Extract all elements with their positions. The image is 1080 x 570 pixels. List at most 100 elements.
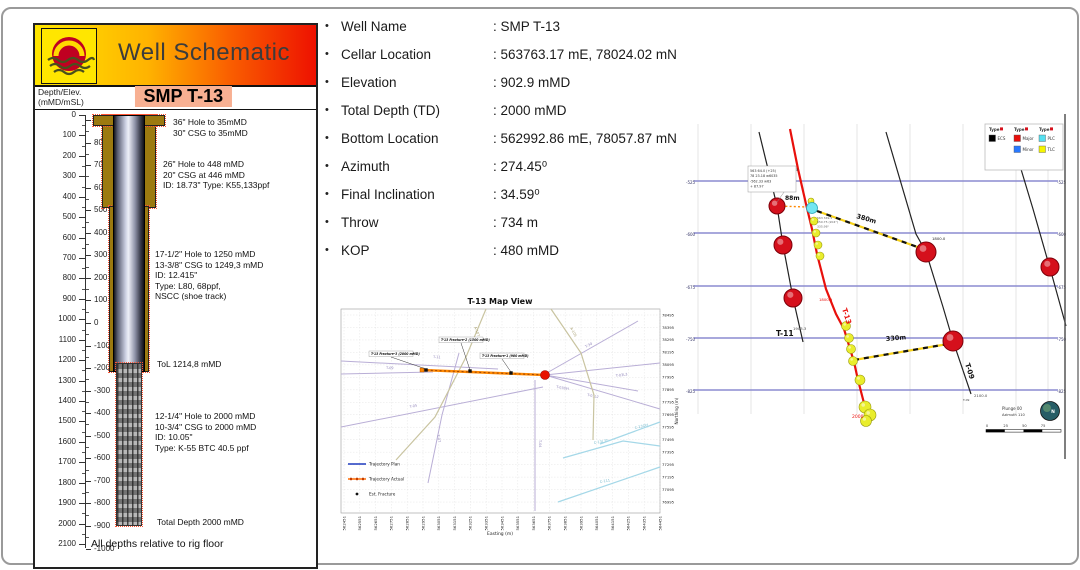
well-info-value: : 562992.86 mE, 78057.87 mN	[493, 131, 677, 146]
fracture-label: T-13 Fracture-3 (2000 mMD)	[371, 352, 420, 356]
fracture-leader-line	[460, 342, 471, 371]
legend-header-icon	[1025, 127, 1028, 131]
well-info-row: • Final Inclination: 34.59⁰	[325, 187, 690, 203]
depth-tick	[79, 421, 85, 423]
fracture-leader-line	[501, 358, 512, 373]
map-well-label: T-30	[584, 342, 593, 350]
elev-minor-tick	[86, 469, 89, 471]
map-plot-area	[340, 308, 661, 514]
elev-tick	[86, 548, 91, 550]
map-y-tick-label: 78095	[662, 362, 675, 367]
schematic-footnote: All depths relative to rig floor	[91, 538, 224, 550]
elev-tick-label: 200	[94, 272, 108, 282]
map-well-label: T-03L2	[586, 393, 599, 399]
casing-annotation: 17-1/2" Hole to 1250 mMD 13-3/8" CSG to …	[155, 249, 264, 302]
map-well-trace	[544, 320, 639, 375]
depth-contour-label: -525	[1057, 180, 1067, 185]
yellow-fracture-marker	[815, 251, 825, 261]
slotted-liner	[115, 362, 143, 527]
fracture-label-box	[438, 336, 484, 343]
map-y-tick-label: 77795	[662, 400, 675, 405]
well-info-row: • Throw: 734 m	[325, 215, 690, 230]
well-info-row: • Elevation: 902.9 mMD	[325, 75, 690, 90]
fracture-marker	[424, 368, 428, 372]
elev-minor-tick	[86, 244, 89, 245]
depth-tick-label: 600	[62, 232, 76, 242]
well-info-value: : 734 m	[493, 215, 539, 230]
map-well-label: T-03OH	[555, 385, 570, 391]
map-x-tick-label: 562651	[373, 515, 378, 530]
xsec-label: 2100.0	[974, 393, 988, 398]
depth-axis-title: Depth/Elev. (mMD/mSL)	[38, 87, 84, 108]
well-trajectory-T-09	[885, 131, 972, 395]
schematic-panel-title: Well Schematic	[118, 39, 290, 66]
marker-highlight	[817, 253, 820, 256]
elev-tick	[86, 368, 91, 370]
elev-tick	[86, 390, 91, 392]
fracture-label: T-13 Fracture-2 (1500 mMD)	[441, 338, 490, 342]
elev-minor-tick	[86, 401, 89, 403]
compass-azimuth-label: Azimuth 110	[1002, 413, 1026, 417]
depth-minor-tick	[82, 370, 85, 372]
map-well-label: A-107	[473, 326, 481, 337]
map-x-tick-label: 564351	[642, 515, 647, 530]
elev-minor-tick	[86, 379, 89, 381]
elev-tick	[86, 435, 91, 437]
elev-tick-label: -800	[94, 498, 111, 508]
depth-tick-label: 700	[62, 253, 76, 262]
depth-tick	[79, 503, 85, 505]
elev-tick-label: -100	[94, 340, 111, 350]
map-x-tick-label: 563551	[515, 515, 520, 530]
elev-minor-tick	[86, 334, 89, 336]
elev-tick-label: -700	[94, 475, 111, 485]
measure-line-dash	[816, 209, 924, 251]
map-x-tick-label: 562451	[341, 515, 346, 530]
depth-tick	[79, 196, 85, 198]
map-y-tick-label: 77695	[662, 412, 675, 417]
map-x-tick-label: 564451	[657, 515, 662, 530]
elev-tick	[86, 323, 91, 324]
red-fracture-marker	[768, 197, 786, 215]
legend-swatch	[1013, 145, 1021, 153]
map-x-tick-label: 563151	[452, 515, 457, 530]
sun-sea-logo-icon	[47, 37, 96, 76]
red-fracture-marker	[783, 288, 803, 308]
depth-tick-label: 0	[71, 110, 76, 119]
production-casing-pipe	[113, 115, 145, 372]
legend-swatch-label: Minor	[1023, 147, 1035, 152]
map-y-tick-label: 77495	[662, 437, 675, 442]
depth-minor-tick	[82, 329, 85, 331]
marker-highlight	[866, 411, 870, 415]
well-info-value: : SMP T-13	[493, 19, 561, 34]
depth-contour-label: -825	[686, 389, 696, 394]
map-well-trace	[550, 308, 595, 441]
scale-tick-label: 0	[986, 424, 989, 428]
elev-tick	[86, 480, 91, 482]
depth-tick	[79, 360, 85, 362]
legend-swatch-label: TLC	[1047, 147, 1056, 152]
depth-minor-tick	[82, 268, 85, 270]
elev-tick-label: -600	[94, 453, 111, 463]
elev-tick-label: -900	[94, 520, 111, 530]
depth-minor-tick	[82, 227, 85, 229]
well-info-value: : 902.9 mMD	[493, 75, 571, 90]
map-well-label: T-11	[432, 355, 441, 359]
elev-minor-tick	[86, 153, 89, 155]
legend-swatch	[988, 134, 996, 142]
bullet-icon: •	[325, 20, 329, 32]
elev-tick	[86, 277, 91, 279]
depth-minor-tick	[82, 533, 85, 535]
cross-section-svg: -525 -525 -600 -600 -675 -675 -750 -750 -825 -825…	[686, 114, 1067, 459]
map-x-tick-label: 563851	[563, 515, 568, 530]
elev-tick-label: -1000	[94, 543, 115, 553]
well-info-label: KOP	[341, 243, 370, 258]
depth-contour-label: -675	[1057, 285, 1067, 290]
depth-minor-tick	[82, 390, 85, 392]
map-well-trace	[544, 362, 661, 376]
compass-plunge-label: Plunge 00	[1002, 406, 1022, 411]
depth-contour-label: -600	[1057, 232, 1067, 237]
legend-swatch-label: PLC	[1048, 136, 1056, 141]
map-y-tick-label: 78295	[662, 337, 675, 342]
red-fracture-marker	[773, 235, 793, 255]
map-y-tick-label: 77295	[662, 462, 675, 467]
